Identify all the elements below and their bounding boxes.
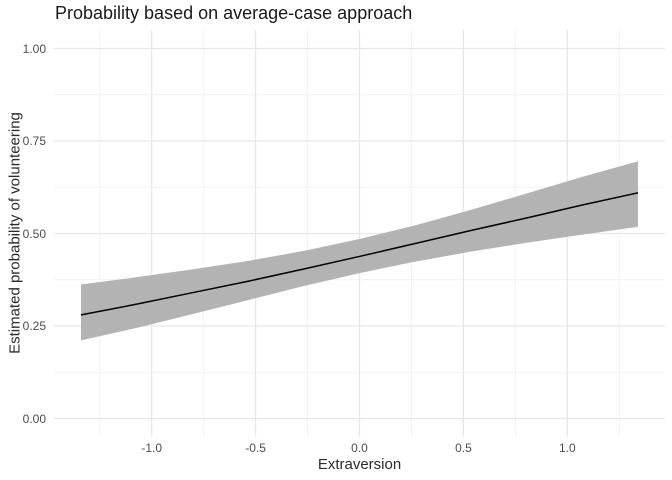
y-tick-label: 0.50 — [22, 226, 46, 241]
y-tick-label: 0.00 — [22, 411, 46, 426]
confidence-band — [81, 161, 638, 341]
chart-title: Probability based on average-case approa… — [55, 3, 413, 23]
x-tick-label: 0.0 — [351, 441, 368, 455]
x-axis-title: Extraversion — [317, 456, 402, 473]
x-tick-label: 0.5 — [455, 441, 472, 455]
x-tick-label: -1.0 — [141, 441, 163, 455]
y-tick-label: 0.75 — [22, 134, 46, 148]
x-tick-label: 1.0 — [558, 441, 576, 455]
y-tick-label: 1.00 — [22, 41, 46, 56]
x-tick-label: -0.5 — [245, 441, 266, 455]
y-tick-label: 0.25 — [22, 319, 46, 333]
estimated-probability-line — [80, 192, 639, 316]
